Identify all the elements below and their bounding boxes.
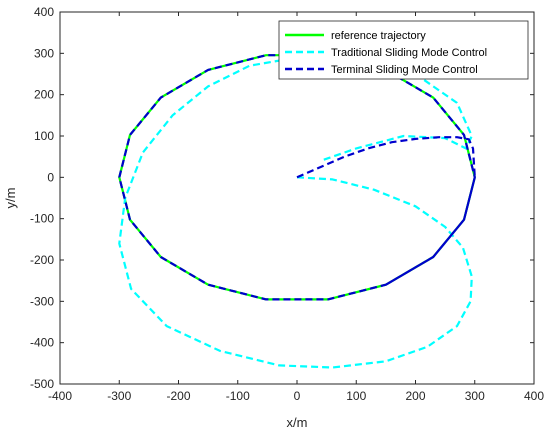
- legend-label-reference: reference trajectory: [331, 30, 426, 42]
- y-tick-label: 200: [34, 88, 54, 102]
- legend: reference trajectory Traditional Sliding…: [278, 20, 529, 80]
- x-axis-label: x/m: [287, 415, 308, 430]
- y-tick-label: 0: [47, 170, 54, 184]
- legend-label-terminal: Terminal Sliding Mode Control: [331, 64, 478, 76]
- y-tick-label: -500: [30, 377, 54, 391]
- x-tick-label: 400: [524, 389, 544, 403]
- x-tick-label: 200: [405, 389, 425, 403]
- y-axis-label: y/m: [3, 188, 18, 209]
- x-tick-label: -100: [226, 389, 250, 403]
- y-tick-label: -200: [30, 253, 54, 267]
- y-tick-label: -400: [30, 336, 54, 350]
- x-tick-label: -300: [107, 389, 131, 403]
- y-tick-label: 400: [34, 5, 54, 19]
- x-tick-label: -200: [166, 389, 190, 403]
- x-tick-label: -400: [48, 389, 72, 403]
- y-tick-label: 100: [34, 129, 54, 143]
- ticks-layer: -400 -300 -200 -100 0 100 200 300 400-500-400-30…: [30, 5, 544, 403]
- x-tick-label: 100: [346, 389, 366, 403]
- series-line-1: [118, 56, 473, 369]
- y-tick-label: -100: [30, 212, 54, 226]
- x-tick-label: 0: [294, 389, 301, 403]
- series-line-2: [118, 54, 476, 301]
- y-tick-label: 300: [34, 46, 54, 60]
- y-tick-label: -300: [30, 294, 54, 308]
- x-tick-label: 300: [465, 389, 485, 403]
- legend-label-traditional: Traditional Sliding Mode Control: [331, 47, 487, 59]
